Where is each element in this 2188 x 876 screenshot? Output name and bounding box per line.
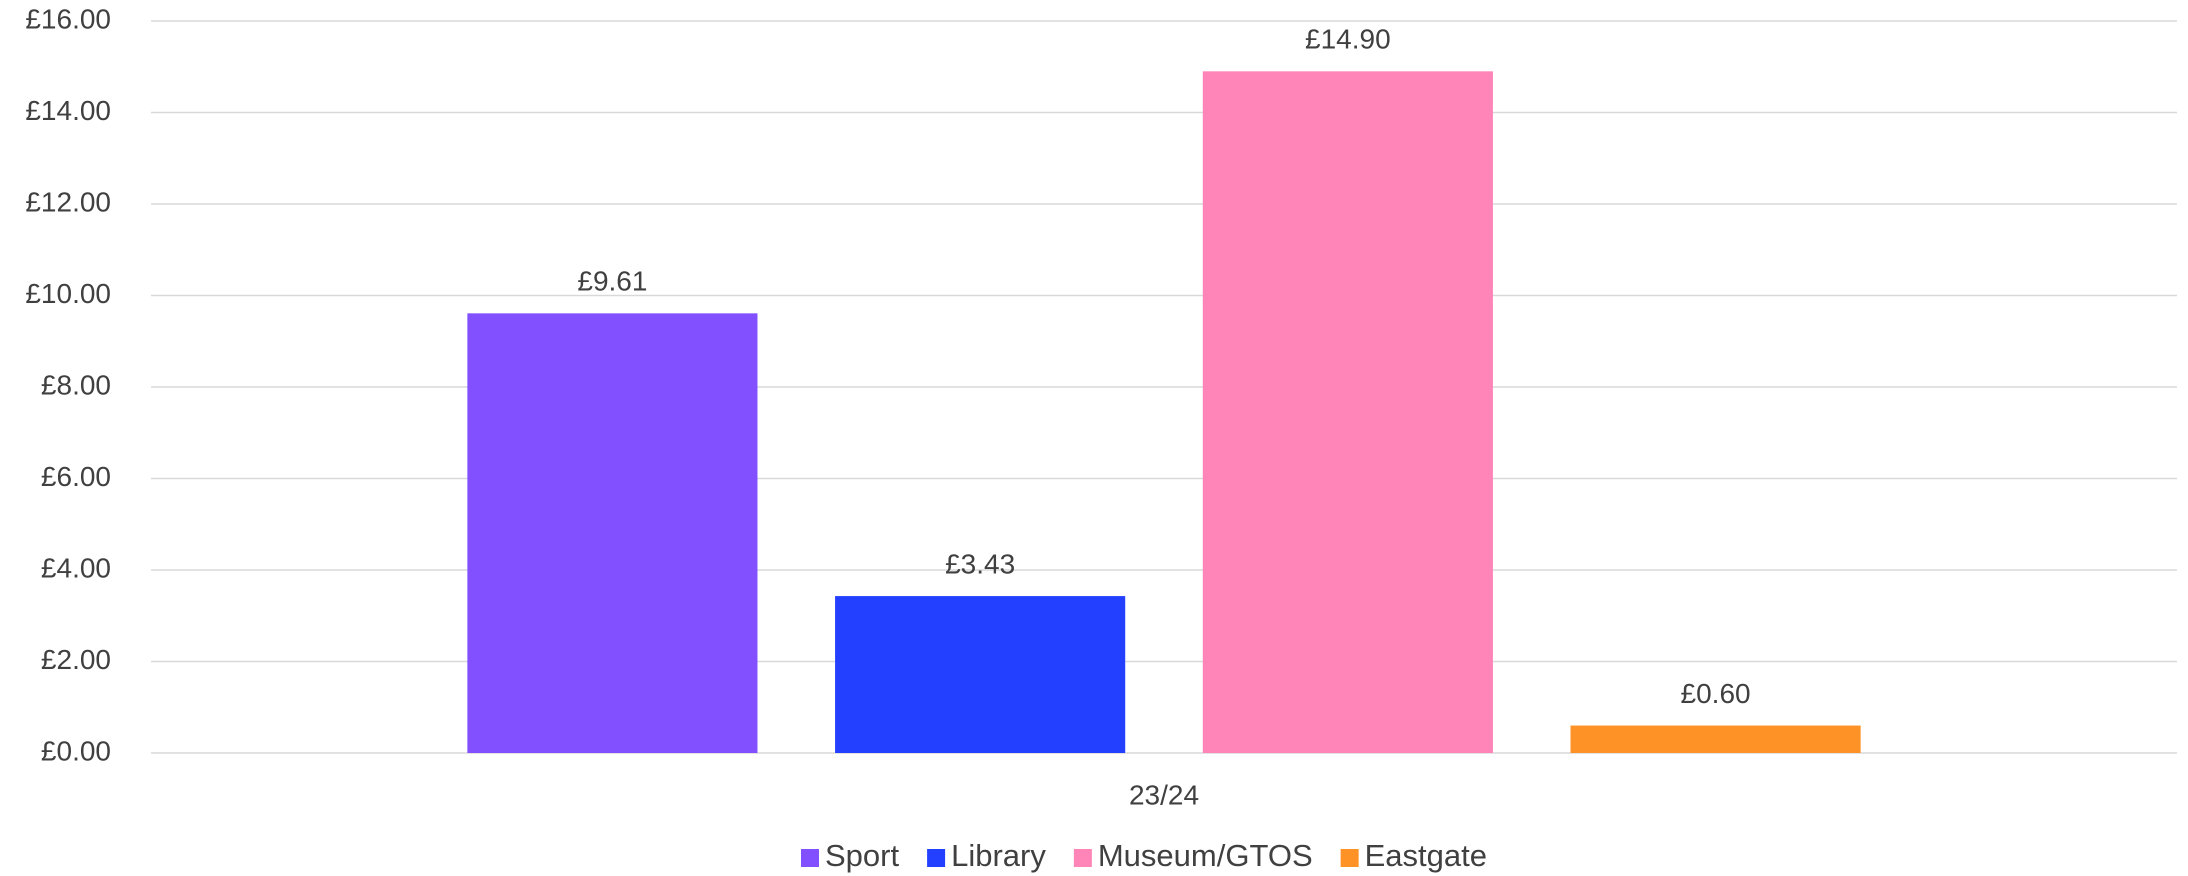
bar — [835, 596, 1126, 753]
legend-label: Library — [951, 838, 1046, 873]
legend-label: Eastgate — [1365, 838, 1487, 873]
bar — [467, 313, 758, 753]
y-tick-label: £10.00 — [25, 278, 111, 309]
data-label: £14.90 — [1305, 24, 1391, 55]
y-tick-label: £4.00 — [41, 552, 111, 583]
bar — [1202, 71, 1493, 753]
legend-swatch — [1073, 849, 1092, 867]
legend-swatch — [1340, 849, 1359, 867]
legend-label: Museum/GTOS — [1098, 838, 1313, 873]
y-tick-label: £14.00 — [25, 95, 111, 126]
y-tick-label: £8.00 — [41, 369, 111, 400]
legend-swatch — [800, 849, 819, 867]
y-tick-label: £6.00 — [41, 461, 111, 492]
data-label: £0.60 — [1681, 678, 1751, 709]
legend-label: Sport — [825, 838, 899, 873]
legend-swatch — [927, 849, 946, 867]
y-tick-label: £0.00 — [41, 735, 111, 766]
y-tick-label: £2.00 — [41, 644, 111, 675]
bar — [1570, 725, 1861, 753]
x-tick-label: 23/24 — [1129, 779, 1199, 810]
data-label: £3.43 — [945, 548, 1015, 579]
y-tick-label: £12.00 — [25, 186, 111, 217]
y-tick-label: £16.00 — [25, 3, 111, 34]
data-label: £9.61 — [577, 266, 647, 297]
